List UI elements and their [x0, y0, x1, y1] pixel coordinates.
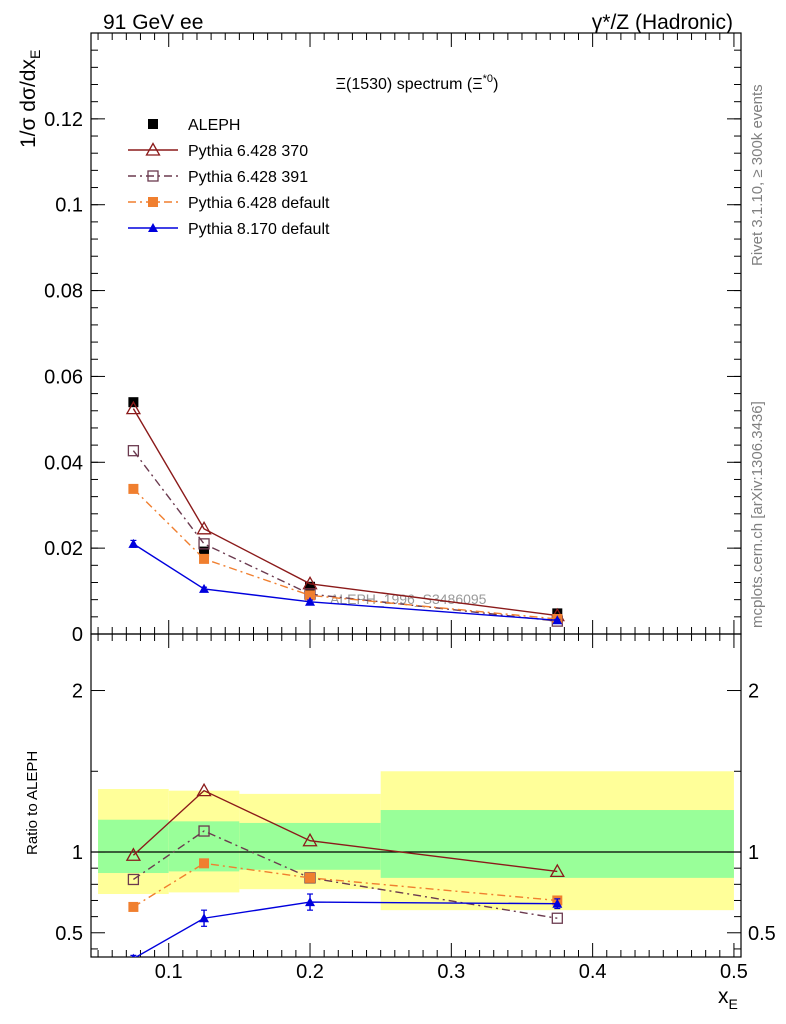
ratio-axes-ytick-label: 2 [72, 681, 83, 703]
ratio-series-3 [130, 893, 563, 957]
legend-marker-3 [148, 197, 158, 207]
analysis-watermark: ALEPH_1996_S3486095 [330, 591, 487, 607]
main-point-3-2 [305, 590, 316, 601]
chart-title-sup: *0 [483, 73, 493, 85]
ratio-series-line-2 [133, 862, 558, 908]
ratio-series-line-1 [132, 830, 558, 919]
ratio-ytick-label-right: 2 [748, 681, 759, 703]
legend-marker-2 [147, 170, 159, 182]
ratio-point-3-0 [131, 953, 136, 957]
ratio-point-1-3 [551, 912, 563, 924]
legend-label-1: Pythia 6.428 370 [188, 143, 308, 160]
chart-title-text: Ξ(1530) spectrum (Ξ [336, 76, 483, 93]
xtick-label: 0.5 [720, 961, 748, 983]
main-axes-ytick-label: 0.02 [44, 538, 83, 560]
main-point-3-1 [199, 553, 210, 564]
main-series-1 [125, 400, 565, 622]
chart-title: Ξ(1530) spectrum (Ξ*0) [336, 73, 499, 93]
legend-item-1: Pythia 6.428 370 [128, 142, 308, 160]
main-series-line-3 [132, 488, 558, 620]
main-axes-ytick-label: 0.1 [55, 195, 83, 217]
x-axis-label: xE [718, 985, 738, 1012]
main-axes-ytick-label: 0.08 [44, 281, 83, 303]
legend-marker-0 [148, 119, 158, 129]
legend-label-3: Pythia 6.428 default [188, 195, 330, 212]
header-right: γ*/Z (Hadronic) [592, 11, 733, 34]
legend-label-2: Pythia 6.428 391 [188, 169, 308, 186]
main-axes-ytick-label: 0.06 [44, 366, 83, 388]
xtick-label: 0.2 [296, 961, 324, 983]
legend: ALEPH Pythia 6.428 370 Pythia 6.428 391 Pyt… [128, 117, 330, 238]
ratio-axes-ytick-label: 1 [72, 842, 83, 864]
ratio-point-3-2 [305, 897, 316, 907]
main-point-3-0 [128, 483, 139, 494]
ratio-point-0-0 [125, 847, 142, 861]
main-point-0-1 [199, 546, 210, 557]
ratio-point-3-1 [199, 913, 210, 923]
main-series-4 [128, 538, 563, 625]
main-point-4-0 [128, 538, 139, 548]
main-y-axis-label: 1/σ dσ/dxE [17, 50, 43, 148]
main-axes-ytick-label: 0.12 [44, 109, 83, 131]
main-point-4-1 [199, 583, 210, 593]
legend-item-0: ALEPH [148, 117, 240, 134]
ratio-band-stat-0 [98, 819, 169, 874]
legend-label-0: ALEPH [188, 117, 240, 134]
ratio-y-axis-label: Ratio to ALEPH [24, 751, 41, 855]
legend-label-4: Pythia 8.170 default [188, 221, 330, 238]
xtick-label: 0.4 [579, 961, 607, 983]
ratio-point-0-2 [302, 832, 318, 847]
main-point-4-3 [552, 615, 563, 625]
rivet-label: Rivet 3.1.10, ≥ 300k events [749, 84, 766, 266]
xtick-label: 0.3 [437, 961, 465, 983]
ratio-series-layer [125, 782, 565, 957]
ratio-axes: 0.5 0.51 12 20.1 0.2 0.3 0.4 0.5 [55, 633, 776, 983]
ratio-series-line-0 [132, 789, 558, 873]
xtick-label: 0.1 [155, 961, 183, 983]
ratio-series-0 [125, 782, 565, 878]
main-series-0 [128, 397, 563, 619]
ratio-point-2-0 [128, 901, 139, 912]
ratio-axes-ytick-label: 0.5 [55, 923, 83, 945]
chart-title-close: ) [493, 76, 498, 93]
ratio-bands-layer [98, 771, 734, 911]
header: 91 GeV ee γ*/Z (Hadronic) [103, 11, 733, 34]
ratio-point-1-1 [198, 825, 210, 837]
legend-marker-1 [145, 142, 161, 156]
ratio-band-stat-3 [380, 810, 734, 878]
ratio-ytick-label-right: 0.5 [748, 923, 776, 945]
ratio-point-1-0 [127, 873, 140, 886]
main-series-line-2 [132, 450, 558, 622]
main-series-line-1 [132, 408, 558, 617]
legend-item-3: Pythia 6.428 default [128, 195, 330, 212]
ratio-series-line-3 [134, 901, 558, 957]
ratio-axes-frame [90, 633, 742, 958]
main-point-1-1 [196, 521, 212, 535]
main-axes-ytick-label: 0.04 [44, 452, 83, 474]
ratio-ytick-label-right: 1 [748, 842, 759, 864]
legend-marker-4 [148, 223, 158, 232]
main-point-0-3 [552, 608, 563, 619]
legend-item-4: Pythia 8.170 default [128, 221, 330, 238]
main-point-0-2 [305, 581, 316, 592]
main-series-layer [125, 397, 565, 627]
main-series-line-4 [133, 543, 558, 621]
main-axes-ytick-label: 0 [72, 624, 83, 646]
main-point-2-0 [127, 445, 140, 457]
ratio-point-0-3 [549, 863, 565, 878]
mcplots-label: mcplots.cern.ch [arXiv:1306.3436] [749, 401, 766, 628]
ratio-point-3-3 [552, 898, 563, 908]
ratio-point-2-1 [199, 858, 210, 869]
main-point-4-2 [305, 596, 316, 606]
ratio-point-0-1 [196, 782, 212, 797]
legend-item-2: Pythia 6.428 391 [128, 169, 308, 186]
ratio-point-2-2 [305, 872, 316, 883]
main-point-2-1 [198, 538, 210, 550]
header-left: 91 GeV ee [103, 11, 203, 34]
main-point-1-0 [125, 400, 142, 415]
